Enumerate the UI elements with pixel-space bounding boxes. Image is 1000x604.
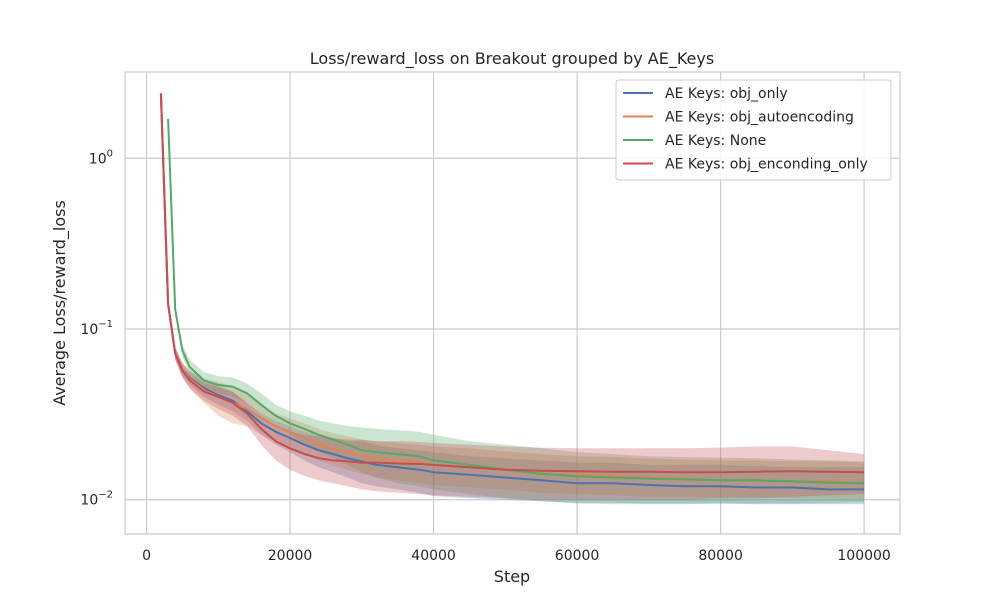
series-line-3 xyxy=(159,93,865,474)
y-tick-labels: 10−2 10−1 100 xyxy=(80,148,113,508)
legend-label: AE Keys: None xyxy=(665,133,766,149)
series-line-2 xyxy=(167,118,865,485)
x-tick-label: 20000 xyxy=(268,548,313,564)
y-tick-label: 100 xyxy=(89,148,113,167)
legend-label: AE Keys: obj_only xyxy=(665,86,788,102)
legend-label: AE Keys: obj_autoencoding xyxy=(665,110,854,126)
chart-title: Loss/reward_loss on Breakout grouped by … xyxy=(310,49,714,69)
series-band-2 xyxy=(168,118,865,505)
x-axis-label: Step xyxy=(494,567,530,586)
x-tick-label: 40000 xyxy=(411,548,456,564)
y-axis-label: Average Loss/reward_loss xyxy=(50,200,70,406)
series-lines xyxy=(159,93,865,491)
x-tick-label: 100000 xyxy=(837,548,890,564)
legend-label: AE Keys: obj_enconding_only xyxy=(665,157,868,173)
x-tick-label: 80000 xyxy=(698,548,743,564)
x-tick-label: 0 xyxy=(142,548,151,564)
legend: AE Keys: obj_only AE Keys: obj_autoencodi… xyxy=(615,79,892,181)
legend-box xyxy=(615,79,892,181)
x-tick-labels: 0 20000 40000 60000 80000 100000 xyxy=(142,548,891,564)
series-line-0 xyxy=(159,93,865,491)
y-tick-label: 10−2 xyxy=(80,490,113,509)
y-tick-label: 10−1 xyxy=(80,319,113,338)
series-band-3 xyxy=(160,93,865,500)
confidence-bands xyxy=(160,93,865,505)
plot-frame xyxy=(124,71,901,535)
x-tick-label: 60000 xyxy=(555,548,600,564)
